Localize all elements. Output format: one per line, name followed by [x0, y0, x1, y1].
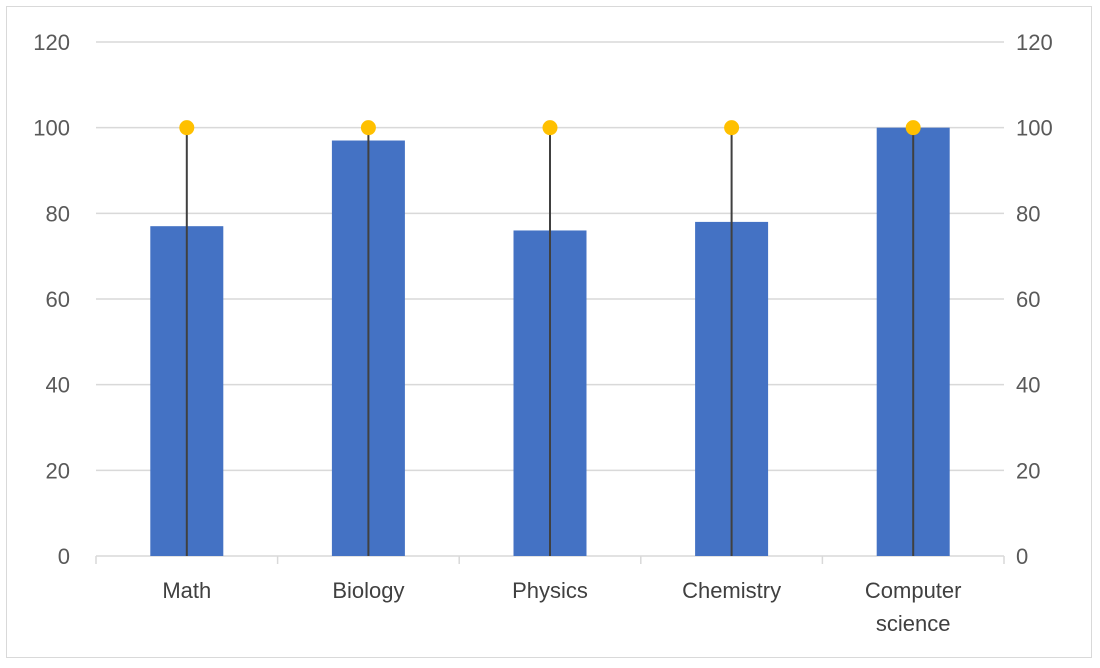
left-axis: 0 20 40 60 80 100 120	[33, 30, 70, 569]
left-y-tick-label: 40	[46, 373, 70, 398]
left-y-tick-label: 0	[58, 544, 70, 569]
left-y-tick-label: 80	[46, 201, 70, 226]
category-label: Physics	[512, 578, 588, 603]
x-axis	[95, 555, 1005, 564]
left-y-tick-label: 100	[33, 116, 70, 141]
category-label-line: science	[876, 611, 951, 636]
left-y-tick-label: 20	[46, 458, 70, 483]
marker-point	[905, 120, 921, 136]
category-label: Computer science	[865, 578, 962, 636]
marker-point	[542, 120, 558, 136]
drop-lines	[185, 127, 915, 556]
category-label-line: Computer	[865, 578, 962, 603]
category-label-line: Physics	[512, 578, 588, 603]
markers	[179, 120, 921, 136]
category-label: Math	[162, 578, 211, 603]
marker-point	[724, 120, 740, 136]
category-label: Biology	[332, 578, 404, 603]
category-label: Chemistry	[682, 578, 781, 603]
right-y-tick-label: 80	[1016, 201, 1040, 226]
category-label-line: Math	[162, 578, 211, 603]
marker-point	[179, 120, 195, 136]
category-label-line: Chemistry	[682, 578, 781, 603]
left-y-tick-label: 60	[46, 287, 70, 312]
right-y-tick-label: 100	[1016, 116, 1053, 141]
left-y-tick-label: 120	[33, 30, 70, 55]
category-label-line: Biology	[332, 578, 404, 603]
right-y-tick-label: 60	[1016, 287, 1040, 312]
right-axis: 0 20 40 60 80 100 120	[1016, 30, 1053, 569]
category-labels: Math Biology Physics Chemistry Computer scien…	[162, 578, 961, 636]
right-y-tick-label: 120	[1016, 30, 1053, 55]
right-y-tick-label: 20	[1016, 458, 1040, 483]
marker-point	[360, 120, 376, 136]
right-y-tick-label: 40	[1016, 373, 1040, 398]
right-y-tick-label: 0	[1016, 544, 1028, 569]
